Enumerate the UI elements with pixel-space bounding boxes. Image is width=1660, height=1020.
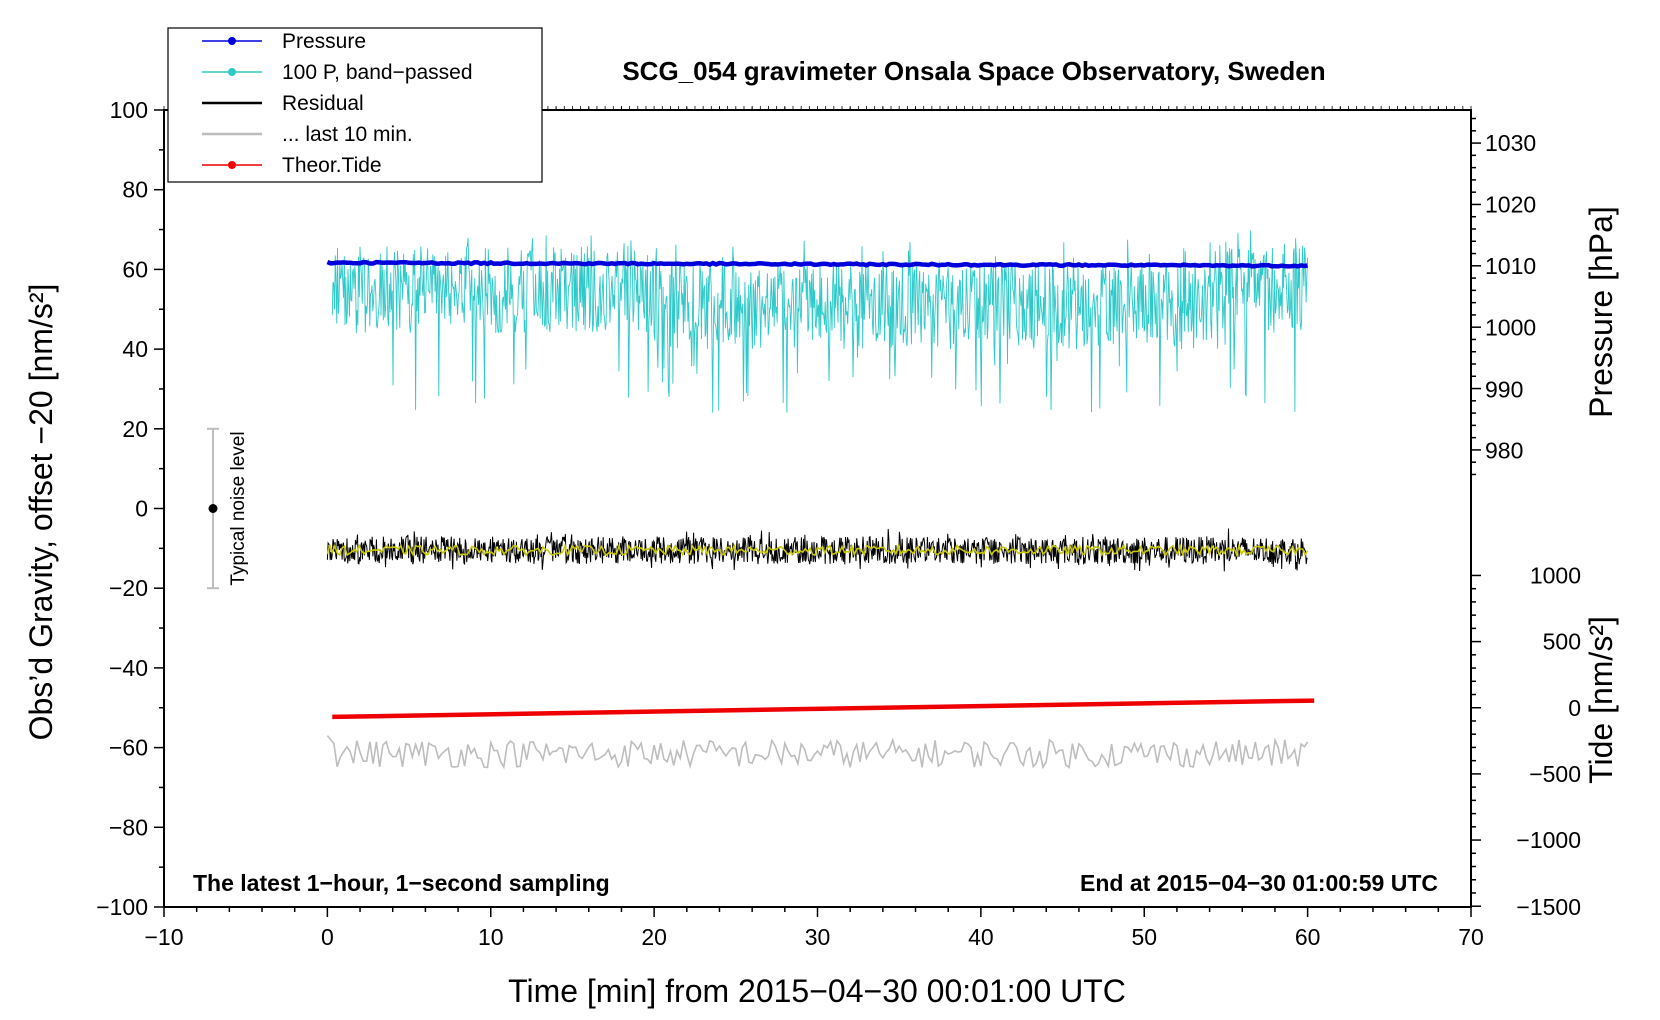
legend-label: Residual [282, 92, 364, 115]
legend-label: ... last 10 min. [282, 123, 413, 146]
noise-bar-label: Typical noise level [228, 431, 249, 585]
legend-label: 100 P, band−passed [282, 61, 473, 84]
annotation-end-time: End at 2015−04−30 01:00:59 UTC [1080, 870, 1438, 896]
y-tick-label: −100 [96, 894, 148, 920]
y-axis-title-left: Obs’d Gravity, offset −20 [nm/s²] [23, 284, 59, 741]
x-tick-label: 30 [805, 924, 831, 950]
y-tick-label: 80 [122, 177, 148, 203]
legend: Pressure 100 P, band−passed Residual ... la… [167, 27, 543, 183]
legend-swatch-marker [228, 37, 236, 45]
tide-tick-label: 0 [1568, 695, 1581, 721]
y-tick-label: 100 [110, 97, 148, 123]
pressure-tick-label: 1000 [1485, 315, 1536, 341]
annotation-sampling: The latest 1−hour, 1−second sampling [193, 870, 610, 896]
tide-tick-label: 500 [1543, 629, 1581, 655]
x-tick-label: 60 [1295, 924, 1321, 950]
pressure-tick-label: 1010 [1485, 253, 1536, 279]
x-axis-ticks: −10 0 10 20 30 40 50 60 70 [144, 106, 1484, 950]
noise-bar: Typical noise level [207, 427, 249, 590]
left-axis-ticks: 100 80 60 40 20 0 −20 −40 −60 −80 −100 [96, 97, 164, 920]
legend-box [167, 27, 543, 183]
series-last-10-min-line [326, 735, 1309, 770]
chart-title: SCG_054 gravimeter Onsala Space Observat… [622, 56, 1325, 86]
x-tick-label: 40 [968, 924, 994, 950]
series-theoretical-tide-line [332, 698, 1315, 720]
x-tick-label: 10 [478, 924, 504, 950]
pressure-tick-label: 1030 [1485, 130, 1536, 156]
tide-tick-label: −1500 [1516, 894, 1581, 920]
series-pressure-line [326, 259, 1308, 269]
y-tick-label: 60 [122, 256, 148, 282]
x-tick-label: 50 [1131, 924, 1157, 950]
y-tick-label: −20 [109, 575, 148, 601]
pressure-tick-label: 1020 [1485, 191, 1536, 217]
y-tick-label: 40 [122, 336, 148, 362]
tide-tick-label: −500 [1529, 761, 1581, 787]
x-tick-label: 70 [1458, 924, 1484, 950]
pressure-tick-label: 980 [1485, 438, 1523, 464]
series-residual-smoothed-line [326, 542, 1309, 558]
plot-frame [163, 109, 1472, 908]
tide-tick-label: −1000 [1516, 827, 1581, 853]
y-axis-title-pressure: Pressure [hPa] [1583, 206, 1619, 418]
tide-tick-label: 1000 [1530, 562, 1581, 588]
legend-label: Theor.Tide [282, 154, 382, 177]
y-axis-title-tide: Tide [nm/s²] [1583, 616, 1619, 784]
y-tick-label: −40 [109, 655, 148, 681]
series-layer [326, 230, 1315, 770]
y-tick-label: 0 [135, 496, 148, 522]
pressure-axis-ticks: 1030 1020 1010 1000 990 980 [1471, 117, 1536, 476]
y-tick-label: −80 [109, 814, 148, 840]
series-band-passed-pressure-line [331, 230, 1309, 413]
legend-label: Pressure [282, 30, 366, 53]
tide-axis-ticks: 1000 500 0 −500 −1000 −1500 [1471, 562, 1581, 920]
legend-swatch-marker [228, 161, 236, 169]
x-tick-label: 0 [321, 924, 334, 950]
pressure-tick-label: 990 [1485, 376, 1523, 402]
noise-bar-center-dot [208, 504, 218, 513]
legend-swatch-marker [228, 68, 236, 76]
y-tick-label: 20 [122, 416, 148, 442]
plot-area [163, 109, 1472, 908]
x-tick-label: −10 [144, 924, 183, 950]
x-axis-title: Time [min] from 2015−04−30 00:01:00 UTC [508, 973, 1126, 1009]
x-tick-label: 20 [641, 924, 667, 950]
y-tick-label: −60 [109, 735, 148, 761]
